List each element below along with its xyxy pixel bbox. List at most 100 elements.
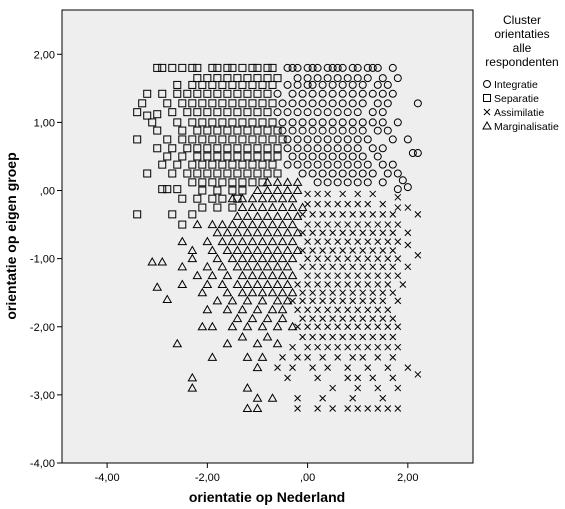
point-assimilatie [304, 306, 311, 314]
point-assimilatie [394, 343, 402, 351]
point-integratie [348, 89, 357, 98]
point-integratie [323, 178, 332, 187]
point-marginalisatie [267, 219, 278, 229]
point-integratie [338, 126, 347, 135]
point-assimilatie [379, 297, 387, 305]
point-assimilatie [394, 221, 402, 228]
point-separatie [213, 144, 222, 153]
point-assimilatie [354, 238, 362, 245]
point-assimilatie [374, 384, 382, 392]
point-integratie [293, 160, 302, 169]
point-assimilatie [369, 315, 377, 322]
point-integratie [348, 152, 357, 161]
point-marginalisatie [202, 304, 213, 314]
point-assimilatie [354, 190, 362, 198]
point-separatie [198, 99, 207, 108]
point-marginalisatie [242, 321, 253, 331]
point-separatie [218, 194, 227, 203]
point-separatie [178, 99, 187, 108]
point-separatie [258, 178, 267, 187]
point-assimilatie [319, 229, 326, 237]
point-assimilatie [354, 255, 362, 262]
point-integratie [308, 80, 317, 89]
point-assimilatie [374, 405, 382, 412]
point-assimilatie [394, 238, 402, 245]
point-marginalisatie [192, 270, 203, 280]
point-separatie [193, 152, 202, 161]
point-integratie [328, 118, 337, 127]
point-integratie [308, 63, 317, 72]
point-assimilatie [379, 333, 387, 341]
point-marginalisatie [227, 193, 238, 203]
point-assimilatie [319, 333, 326, 341]
point-marginalisatie [287, 193, 298, 203]
point-marginalisatie [242, 245, 253, 254]
point-assimilatie [374, 281, 382, 288]
point-marginalisatie [252, 304, 263, 314]
point-integratie [373, 80, 382, 89]
point-separatie [193, 108, 202, 117]
point-marginalisatie [222, 287, 233, 297]
point-assimilatie [289, 343, 296, 351]
point-assimilatie [384, 405, 392, 412]
point-separatie [163, 135, 172, 144]
point-marginalisatie [292, 211, 303, 220]
point-separatie [248, 178, 257, 187]
point-separatie [178, 194, 187, 203]
point-marginalisatie [247, 270, 258, 280]
point-separatie [253, 169, 262, 178]
point-separatie [223, 74, 232, 83]
point-separatie [208, 63, 217, 72]
point-separatie [253, 126, 262, 135]
point-integratie [303, 135, 312, 144]
point-assimilatie [334, 306, 342, 314]
point-integratie [373, 63, 382, 72]
point-assimilatie [329, 333, 337, 341]
point-integratie [303, 160, 312, 169]
point-assimilatie [369, 297, 377, 305]
series-assimilatie [274, 190, 422, 412]
point-assimilatie [364, 221, 372, 228]
point-integratie [328, 89, 337, 98]
legend-marker-integratie [483, 80, 491, 88]
point-assimilatie [364, 323, 372, 331]
point-integratie [358, 89, 367, 98]
point-integratie [333, 74, 342, 83]
point-integratie [328, 99, 337, 108]
point-separatie [203, 144, 212, 153]
point-integratie [293, 144, 302, 153]
point-assimilatie [314, 238, 321, 245]
point-integratie [338, 80, 347, 89]
y-tick-label: -3,00 [30, 390, 55, 402]
y-axis-title: orientatie op eigen groep [3, 152, 19, 319]
point-assimilatie [384, 364, 392, 371]
point-integratie [278, 99, 287, 108]
point-assimilatie [304, 200, 311, 208]
point-assimilatie [364, 343, 372, 351]
point-assimilatie [329, 289, 337, 297]
point-marginalisatie [247, 287, 258, 297]
point-marginalisatie [242, 383, 253, 392]
point-integratie [308, 152, 317, 161]
point-marginalisatie [207, 219, 218, 229]
point-marginalisatie [262, 245, 273, 254]
point-assimilatie [374, 354, 382, 361]
point-separatie [258, 135, 267, 144]
point-assimilatie [369, 247, 377, 254]
point-separatie [168, 144, 177, 153]
point-separatie [188, 63, 197, 72]
point-marginalisatie [262, 185, 273, 195]
point-separatie [198, 160, 207, 169]
point-marginalisatie [272, 177, 283, 186]
point-assimilatie [309, 211, 316, 218]
point-assimilatie [319, 289, 326, 297]
point-marginalisatie [242, 279, 253, 289]
point-marginalisatie [172, 338, 183, 348]
point-integratie [283, 108, 292, 117]
point-integratie [338, 99, 347, 108]
point-separatie [228, 63, 237, 72]
point-assimilatie [379, 315, 387, 322]
point-marginalisatie [262, 227, 273, 237]
point-assimilatie [344, 405, 352, 412]
point-assimilatie [334, 255, 342, 262]
